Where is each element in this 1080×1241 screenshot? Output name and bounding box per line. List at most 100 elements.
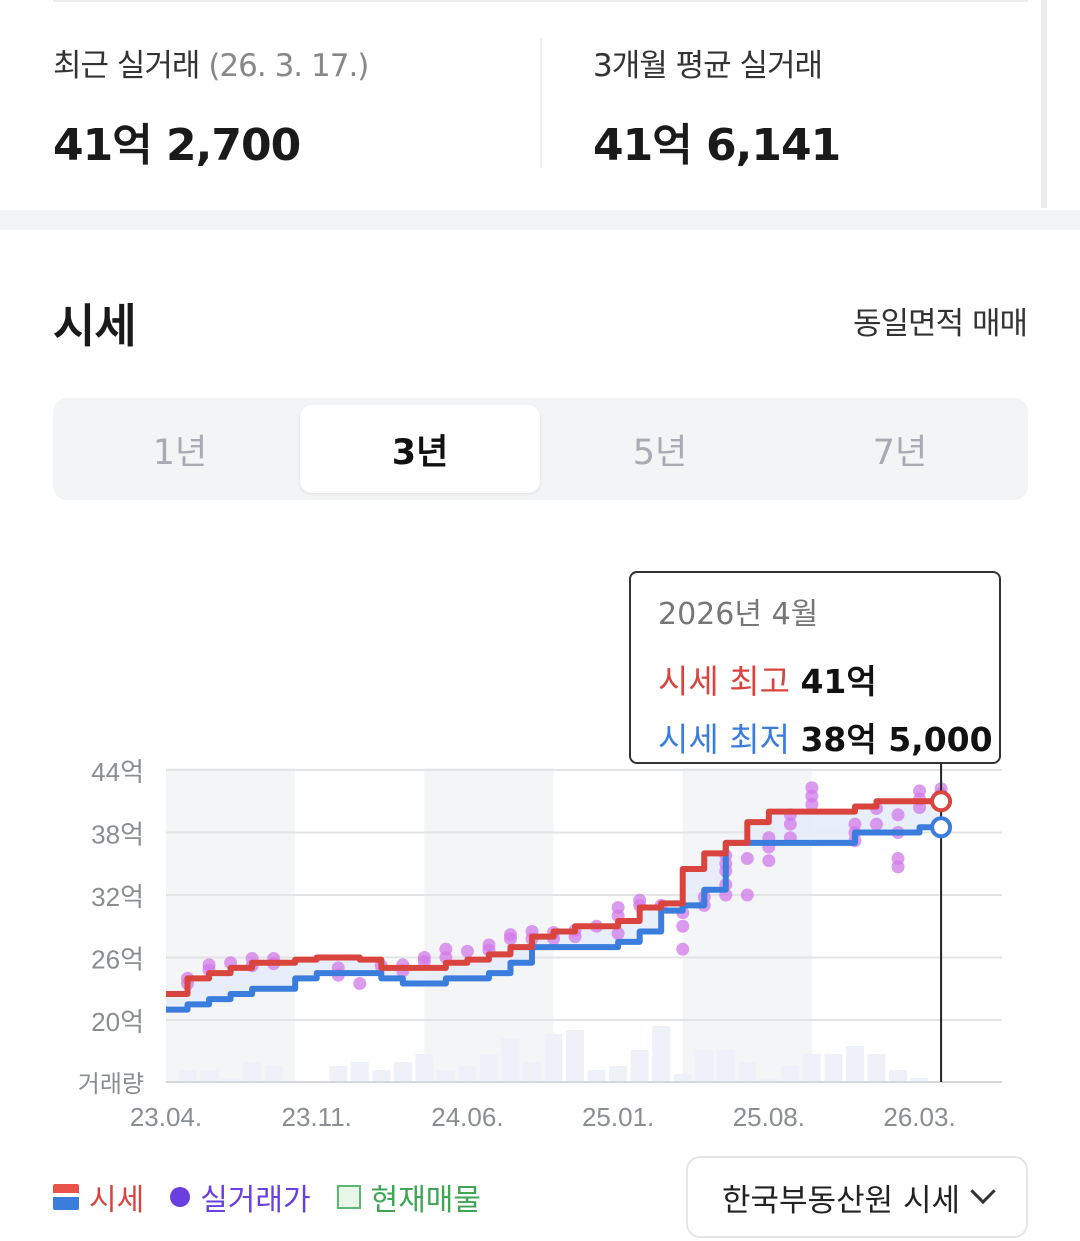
volume-bar xyxy=(738,1062,757,1082)
volume-bar xyxy=(781,1066,800,1082)
x-tick-label: 23.04. xyxy=(130,1102,202,1132)
volume-bar xyxy=(393,1062,412,1082)
volume-bar xyxy=(867,1054,886,1082)
avg-trade-value: 41억 6,141 xyxy=(593,120,841,171)
volume-bar xyxy=(501,1038,520,1082)
trade-point xyxy=(762,854,776,868)
volume-bar xyxy=(609,1066,628,1082)
volume-bar xyxy=(544,1034,563,1082)
section-title: 시세 xyxy=(53,299,137,353)
source-select-label: 한국부동산원 시세 xyxy=(721,1182,960,1219)
x-tick-label: 25.01. xyxy=(582,1102,654,1132)
volume-bar xyxy=(759,1078,778,1082)
trade-point xyxy=(869,817,883,831)
volume-bar xyxy=(178,1070,197,1082)
recent-trade-date: (26. 3. 17.) xyxy=(208,48,369,84)
low-marker xyxy=(930,816,953,839)
volume-bar xyxy=(350,1062,369,1082)
tab-1-year[interactable]: 1년 xyxy=(152,432,208,473)
tooltip-low-value: 38억 5,000 xyxy=(800,720,993,759)
legend-price[interactable]: 시세 xyxy=(53,1175,144,1219)
y-tick-label: 32억 xyxy=(91,882,144,912)
tooltip-date: 2026년 4월 xyxy=(658,597,819,632)
volume-bar xyxy=(264,1066,283,1082)
series-high-line xyxy=(166,798,942,997)
x-tick-label: 26.03. xyxy=(883,1102,955,1132)
volume-bar xyxy=(652,1026,671,1082)
y-tick-label: 44억 xyxy=(91,757,144,787)
recent-trade-stat: 최근 실거래 (26. 3. 17.) 41억 2,700 xyxy=(53,40,369,173)
area-filter-link[interactable]: 동일면적 매매 xyxy=(853,306,1028,342)
volume-bar xyxy=(200,1070,219,1082)
tooltip-low-label: 시세 최저 xyxy=(658,720,790,759)
y-tick-label: 20억 xyxy=(91,1007,144,1037)
volume-bar xyxy=(845,1046,864,1082)
chart-period-band xyxy=(424,768,554,1082)
y-tick-label: 26억 xyxy=(91,945,144,975)
tooltip-high-value: 41억 xyxy=(800,662,877,701)
series-low-line xyxy=(166,824,942,1013)
trade-point xyxy=(783,817,797,831)
recent-trade-title: 최근 실거래 xyxy=(53,48,200,84)
source-select[interactable]: 한국부동산원 시세 xyxy=(686,1156,1028,1238)
high-marker xyxy=(930,790,953,813)
trade-point xyxy=(740,888,754,902)
listing-square-icon xyxy=(336,1185,361,1209)
avg-trade-label: 3개월 평균 실거래 xyxy=(593,48,823,84)
tooltip-high-row: 시세 최고 41억 xyxy=(658,655,999,703)
stat-divider xyxy=(540,38,542,168)
legend-listing[interactable]: 현재매물 xyxy=(336,1175,482,1219)
volume-bar xyxy=(329,1066,348,1082)
recent-trade-label: 최근 실거래 (26. 3. 17.) xyxy=(53,40,369,85)
tab-7-year[interactable]: 7년 xyxy=(872,432,928,473)
tooltip-low-row: 시세 최저 38억 5,000 xyxy=(658,713,999,761)
legend-trade[interactable]: 실거래가 xyxy=(170,1175,311,1219)
recent-trade-value: 41억 2,700 xyxy=(53,120,301,171)
chart-period-band xyxy=(166,768,296,1082)
y-tick-label: 38억 xyxy=(91,820,144,850)
trade-point xyxy=(417,951,431,964)
volume-axis-label: 거래량 xyxy=(78,1071,144,1098)
legend-price-label: 시세 xyxy=(89,1183,145,1218)
tab-5-year[interactable]: 5년 xyxy=(632,432,688,473)
volume-bar xyxy=(221,1078,240,1082)
tab-3-year[interactable]: 3년 xyxy=(300,405,540,493)
volume-bar xyxy=(630,1050,649,1082)
top-divider xyxy=(53,0,1028,2)
price-range-band xyxy=(166,801,942,1010)
x-tick-label: 23.11. xyxy=(282,1102,352,1132)
chart-legend: 시세 실거래가 현재매물 xyxy=(53,1175,507,1219)
volume-bar xyxy=(587,1070,606,1082)
volume-bar xyxy=(479,1054,498,1082)
trade-point xyxy=(676,919,690,933)
chevron-down-icon xyxy=(970,1178,996,1205)
trade-point xyxy=(460,944,474,958)
volume-bar xyxy=(436,1070,455,1082)
x-tick-label: 25.08. xyxy=(733,1102,805,1132)
volume-bar xyxy=(415,1054,434,1082)
trade-point xyxy=(353,977,367,991)
trade-point xyxy=(805,797,819,811)
trade-point xyxy=(891,808,905,822)
trade-point xyxy=(676,942,690,956)
volume-bar xyxy=(716,1050,735,1082)
legend-trade-label: 실거래가 xyxy=(200,1183,311,1218)
scrollbar[interactable] xyxy=(1041,0,1047,208)
trade-point xyxy=(891,860,905,874)
volume-bar xyxy=(889,1070,908,1082)
trade-point xyxy=(740,852,754,866)
x-tick-label: 24.06. xyxy=(431,1102,503,1132)
trade-dot-icon xyxy=(170,1187,191,1207)
volume-bar xyxy=(824,1054,843,1082)
avg-trade-stat: 3개월 평균 실거래 41억 6,141 xyxy=(593,40,841,173)
volume-bar xyxy=(695,1050,714,1082)
section-separator xyxy=(0,210,1080,230)
volume-bar xyxy=(372,1070,391,1082)
price-summary: 최근 실거래 (26. 3. 17.) 41억 2,700 3개월 평균 실거래… xyxy=(0,0,1080,210)
volume-bar xyxy=(523,1062,542,1082)
legend-listing-label: 현재매물 xyxy=(370,1183,482,1218)
volume-bar xyxy=(802,1054,821,1082)
period-tabs: 1년 3년 5년 7년 xyxy=(53,398,1028,500)
volume-bar xyxy=(566,1030,585,1082)
